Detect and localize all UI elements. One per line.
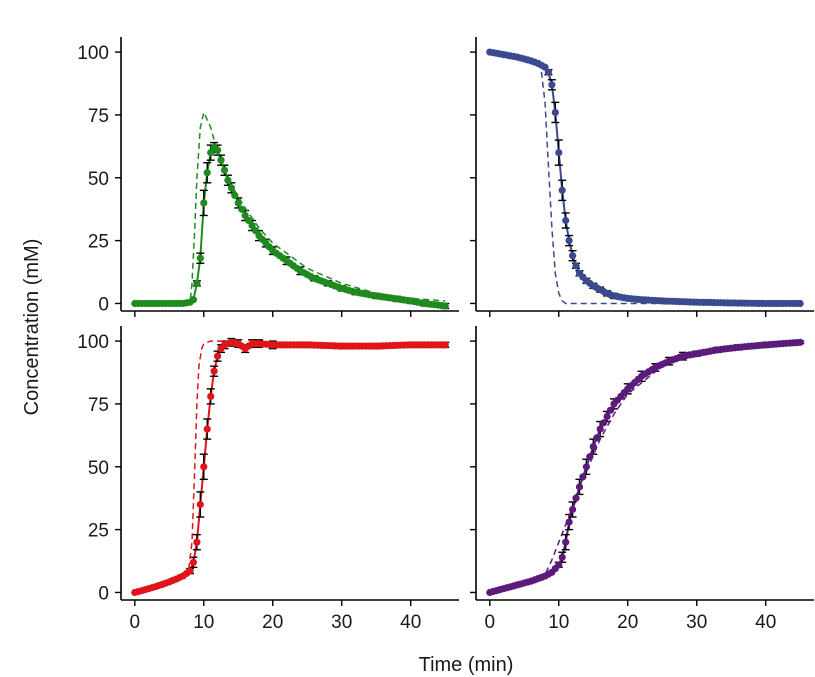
x-tick-label: 20 xyxy=(262,612,283,633)
data-point xyxy=(245,216,253,225)
panel-top-left xyxy=(131,110,450,310)
data-point xyxy=(210,367,218,375)
model-dashed-line xyxy=(134,110,446,305)
x-tick-label: 30 xyxy=(331,612,352,633)
data-point xyxy=(593,434,601,442)
panel-bottom-left xyxy=(131,337,450,597)
data-point xyxy=(562,538,570,546)
data-point xyxy=(565,518,573,526)
y-tick-label: 100 xyxy=(77,332,109,353)
data-point xyxy=(796,338,804,346)
data-point xyxy=(238,205,246,213)
observed-line xyxy=(489,51,801,305)
data-point xyxy=(572,262,580,270)
data-point xyxy=(234,199,242,207)
x-tick-label: 10 xyxy=(193,612,214,633)
data-point xyxy=(189,558,197,566)
y-axis-title: Concentration (mM) xyxy=(21,239,43,416)
y-tick-label: 50 xyxy=(88,458,109,479)
data-point xyxy=(200,463,208,471)
x-tick-label: 40 xyxy=(400,612,421,633)
data-point xyxy=(441,341,449,349)
data-point xyxy=(207,392,215,400)
data-point xyxy=(203,169,211,177)
data-point xyxy=(214,146,222,154)
data-point xyxy=(548,81,556,89)
data-point xyxy=(214,352,222,360)
observed-line xyxy=(134,341,446,594)
data-point xyxy=(196,254,204,262)
data-point xyxy=(186,567,194,575)
data-point xyxy=(200,199,208,207)
y-tick-label: 100 xyxy=(77,43,109,64)
x-tick-label: 0 xyxy=(485,612,496,633)
panel-top-right xyxy=(486,48,804,308)
data-point xyxy=(231,191,239,199)
data-point xyxy=(441,302,449,310)
data-point xyxy=(555,149,563,157)
model-dashed-line xyxy=(489,51,801,305)
data-point xyxy=(562,216,570,225)
data-point xyxy=(544,68,553,76)
data-point xyxy=(251,227,260,235)
panels-layer xyxy=(131,48,805,597)
y-tick-label: 25 xyxy=(88,521,109,542)
axes-layer: 0 25 50 75 100 0 25 50 75 100 0 10 20 30 40 0 10 20 30 40 xyxy=(77,37,814,633)
model-dashed-line xyxy=(134,340,446,594)
observed-line xyxy=(134,146,446,307)
data-point xyxy=(555,561,563,569)
data-point xyxy=(248,221,256,230)
data-point xyxy=(193,538,201,546)
x-axis-title: Time (min) xyxy=(419,654,514,676)
data-point xyxy=(193,279,201,287)
x-tick-label: 30 xyxy=(686,612,707,633)
data-point xyxy=(569,252,577,260)
data-point xyxy=(600,419,608,427)
data-point xyxy=(565,237,573,245)
x-tick-label: 20 xyxy=(617,612,638,633)
x-tick-label: 10 xyxy=(548,612,569,633)
data-point xyxy=(220,166,229,174)
data-point xyxy=(189,296,197,304)
y-tick-label: 25 xyxy=(88,232,109,253)
y-tick-label: 0 xyxy=(98,583,109,604)
data-point xyxy=(596,425,604,433)
data-point xyxy=(203,425,211,433)
data-point xyxy=(589,443,597,451)
y-tick-label: 0 xyxy=(98,294,109,315)
data-point xyxy=(569,505,577,514)
model-dashed-line xyxy=(489,341,801,594)
data-point xyxy=(603,412,611,421)
data-point xyxy=(196,500,204,509)
data-point xyxy=(227,184,235,192)
y-tick-label: 50 xyxy=(88,169,109,190)
data-point xyxy=(558,186,566,194)
data-point xyxy=(551,108,559,116)
x-tick-label: 40 xyxy=(755,612,776,633)
data-point xyxy=(796,299,804,308)
x-tick-label: 0 xyxy=(130,612,141,633)
y-tick-label: 75 xyxy=(88,395,109,416)
data-point xyxy=(558,553,566,561)
data-point xyxy=(606,406,615,414)
y-tick-label: 75 xyxy=(88,106,109,127)
panel-bottom-right xyxy=(486,338,805,597)
observed-line xyxy=(489,341,801,594)
